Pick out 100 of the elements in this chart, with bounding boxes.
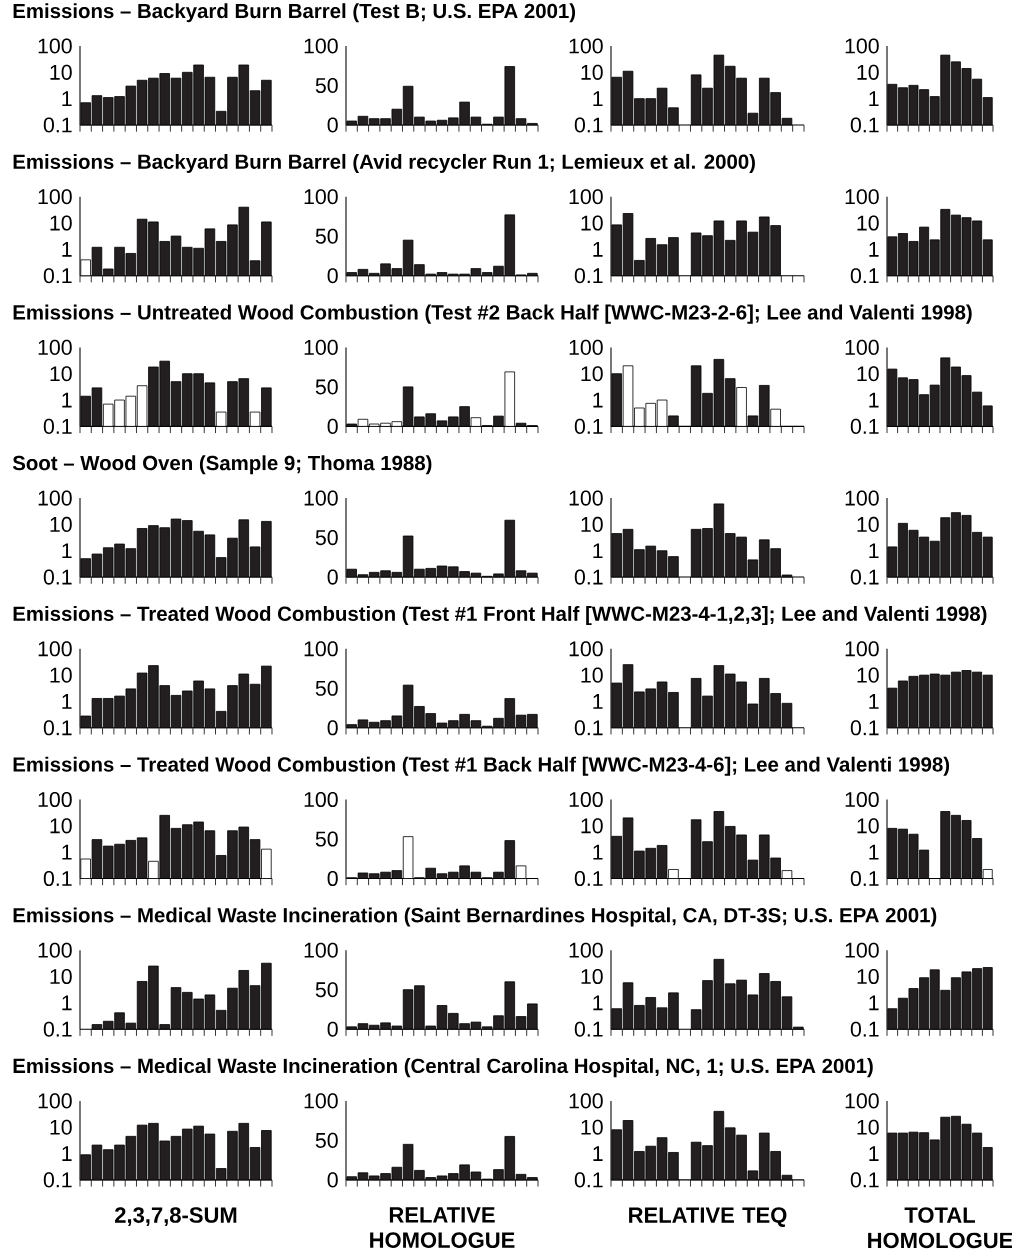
y-tick-label: 50 [315,982,338,998]
y-tick-label: 10 [857,366,879,382]
y-tick-label: 1 [62,543,72,559]
y-tick-label: 10 [50,366,72,382]
y-tick-label: 1 [869,694,879,709]
y-tick-label: 10 [857,64,879,80]
y-tick-label: 1 [593,91,603,106]
y-tick-label: 0.1 [574,117,603,133]
y-tick-label: 0 [327,720,338,736]
y-tick-label: 10 [50,968,72,985]
y-tick-label: 1 [869,392,879,408]
y-tick-label: 1 [62,242,72,257]
y-tick-label: 1 [869,1146,879,1161]
y-tick-label: 50 [315,379,338,395]
y-tick-label: 10 [50,215,72,231]
y-tick-label: 100 [38,1093,72,1109]
y-tick-label: 1 [62,1146,72,1161]
chart-title: Soot – Wood Oven (Sample 9; Thoma 1988) [12,455,432,475]
y-tick-label: 0.1 [574,1021,603,1037]
y-tick-label: 100 [304,189,338,205]
y-tick-label: 10 [581,366,603,382]
text: Emissions – Medical Waste Incineration (Saint Bernardines Hospital, CA, DT-3S; U.S. EPA 2001) [13,907,937,927]
y-tick-label: 0 [327,1021,338,1037]
y-tick-label: 50 [315,680,338,696]
y-tick-label: 100 [845,189,879,205]
y-tick-label: 100 [569,38,603,54]
y-tick-label: 10 [857,968,879,985]
y-tick-label: 0.1 [574,268,603,284]
y-tick-label: 10 [581,1119,603,1135]
y-tick-label: 0.1 [850,1021,879,1037]
y-tick-label: 100 [304,942,338,958]
y-tick-label: 50 [315,831,338,847]
y-tick-label: 0.1 [574,569,603,585]
y-tick-label: 50 [315,1132,338,1148]
y-tick-label: 100 [38,339,72,355]
y-tick-label: 1 [62,995,72,1011]
y-tick-label: 0.1 [574,418,603,434]
y-tick-label: 1 [593,543,603,559]
y-tick-label: 0.1 [574,870,603,887]
y-tick-label: 100 [304,490,338,506]
text: Emissions – Medical Waste Incineration (Central Carolina Hospital, NC, 1; U.S. EPA 2001) [13,1058,873,1078]
y-tick-label: 10 [50,1119,72,1135]
y-tick-label: 100 [569,1093,603,1109]
y-tick-label: 1 [869,543,879,559]
y-tick-label: 1 [593,995,603,1011]
y-tick-label: 100 [38,38,72,54]
y-tick-label: 1 [593,844,603,860]
y-tick-label: 10 [50,64,72,80]
y-tick-label: 0.1 [850,720,879,736]
y-tick-label: 0.1 [43,1172,72,1188]
y-tick-label: 50 [315,228,338,244]
y-tick-label: 100 [845,490,879,506]
y-tick-label: 100 [845,339,879,355]
y-tick-label: 10 [857,215,879,231]
text: Emissions – Treated Wood Combustion (Test #1 Front Half [WWC-M23-4-1,2,3]; Lee and Valenti 1998) [13,606,987,626]
y-tick-label: 100 [304,339,338,355]
y-tick-label: 0.1 [43,418,72,434]
y-tick-label: 10 [581,667,603,683]
y-tick-label: 0 [327,418,338,434]
y-tick-label: 50 [315,77,338,94]
y-tick-label: 100 [569,339,603,355]
y-tick-label: 100 [845,1093,879,1109]
y-tick-label: 0 [327,1172,338,1188]
y-tick-label: 100 [38,189,72,205]
y-tick-label: 100 [845,942,879,958]
y-tick-label: 100 [845,641,879,657]
y-tick-label: 100 [845,791,879,808]
y-tick-label: 1 [593,1146,603,1161]
y-tick-label: 1 [869,242,879,257]
y-tick-label: 0.1 [850,117,879,133]
y-tick-label: 1 [593,242,603,257]
y-tick-label: 0 [327,268,338,284]
y-tick-label: 100 [569,490,603,506]
y-tick-label: 0.1 [43,720,72,736]
y-tick-label: 10 [581,968,603,985]
y-tick-label: 10 [857,516,879,532]
y-tick-label: 50 [315,530,338,546]
x-axis-title: TOTAL HOMOLOGUE [868,1207,1012,1249]
y-tick-label: 100 [569,641,603,657]
y-tick-label: 0.1 [850,870,879,887]
y-tick-label: 100 [38,641,72,657]
y-tick-label: 100 [304,641,338,657]
y-tick-label: 0 [327,569,338,585]
y-tick-label: 0.1 [574,720,603,736]
y-tick-label: 100 [845,38,879,54]
y-tick-label: 1 [62,844,72,860]
y-tick-label: 100 [569,189,603,205]
y-tick-label: 0.1 [43,268,72,284]
y-tick-label: 100 [569,942,603,958]
y-tick-label: 100 [569,791,603,808]
y-tick-label: 0.1 [850,418,879,434]
y-tick-label: 1 [593,392,603,408]
y-tick-label: 1 [869,995,879,1011]
y-tick-label: 0.1 [574,1172,603,1188]
y-tick-label: 100 [304,38,338,54]
y-tick-label: 1 [62,91,72,106]
y-tick-label: 1 [869,844,879,860]
text: Emissions – Treated Wood Combustion (Test #1 Back Half [WWC-M23-4-6]; Lee and Valenti 1998) [13,756,950,776]
y-tick-label: 1 [869,91,879,106]
y-tick-label: 10 [50,516,72,532]
